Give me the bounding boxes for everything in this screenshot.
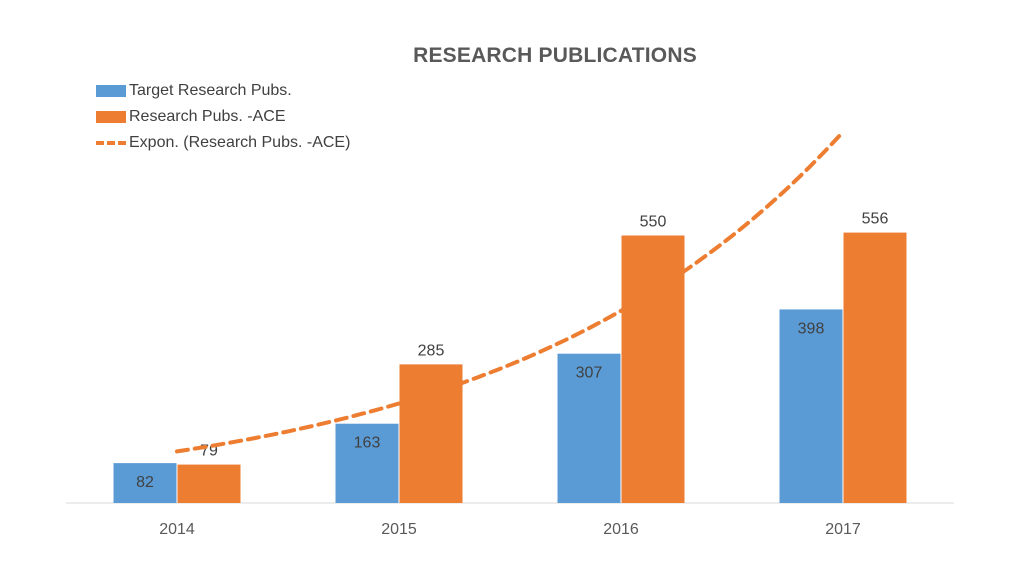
x-tick-label: 2016 <box>603 521 639 538</box>
legend: Target Research Pubs. Research Pubs. -AC… <box>96 78 350 156</box>
legend-swatch-target <box>96 85 126 97</box>
x-tick-label: 2015 <box>381 521 417 538</box>
bar-target <box>335 423 399 503</box>
bar-ace <box>843 232 907 503</box>
legend-item-trendline: Expon. (Research Pubs. -ACE) <box>96 130 350 156</box>
x-tick-label: 2017 <box>825 521 861 538</box>
legend-item-ace: Research Pubs. -ACE <box>96 104 350 130</box>
data-label-target: 82 <box>136 474 154 491</box>
trendline-expon <box>175 129 845 454</box>
bar-target <box>113 463 177 503</box>
data-label-target: 163 <box>354 435 381 452</box>
x-tick-label: 2014 <box>159 521 195 538</box>
legend-line-trendline <box>96 141 126 145</box>
legend-swatch-ace <box>96 111 126 123</box>
data-label-target: 398 <box>798 320 825 337</box>
data-label-ace: 556 <box>862 211 889 228</box>
bar-target <box>779 309 843 503</box>
legend-item-target: Target Research Pubs. <box>96 78 350 104</box>
bar-target <box>557 353 621 503</box>
bar-ace <box>177 464 241 503</box>
chart-title: RESEARCH PUBLICATIONS <box>413 44 697 67</box>
legend-label-trendline: Expon. (Research Pubs. -ACE) <box>129 134 351 151</box>
data-label-ace: 285 <box>418 342 445 359</box>
legend-label-target: Target Research Pubs. <box>129 82 292 99</box>
data-label-target: 307 <box>576 365 603 382</box>
legend-label-ace: Research Pubs. -ACE <box>129 108 286 125</box>
bar-ace <box>399 364 463 503</box>
data-label-ace: 550 <box>640 214 667 231</box>
